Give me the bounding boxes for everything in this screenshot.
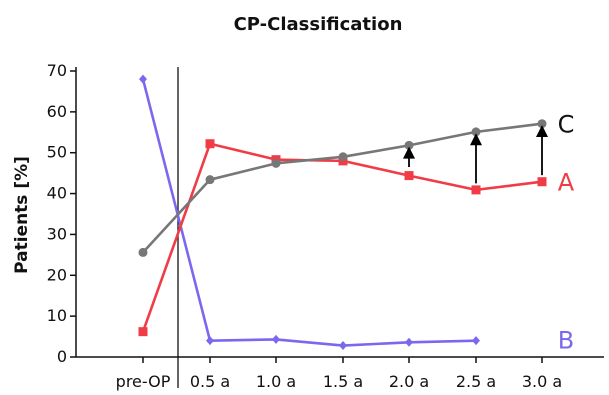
x-tick-label: 1.0 a xyxy=(256,372,296,391)
series-point-B xyxy=(206,336,214,346)
series-point-C xyxy=(537,119,547,129)
x-tick-label: 2.5 a xyxy=(456,372,496,391)
series-point-C xyxy=(205,175,215,185)
series-point-A xyxy=(205,139,215,149)
x-tick-label: 0.5 a xyxy=(190,372,230,391)
series-point-A xyxy=(537,177,547,187)
x-tick-label: 1.5 a xyxy=(323,372,363,391)
series-point-B xyxy=(339,341,347,351)
y-tick-label: 50 xyxy=(47,143,67,162)
series-line-A xyxy=(141,142,543,333)
series-line-B xyxy=(141,78,477,347)
series-point-C xyxy=(138,247,148,257)
series-point-A xyxy=(471,185,481,195)
y-tick-label: 0 xyxy=(57,347,67,366)
series-point-C xyxy=(338,152,348,162)
y-tick-label: 20 xyxy=(47,265,67,284)
y-axis-label: Patients [%] xyxy=(12,156,32,274)
y-tick-label: 70 xyxy=(47,61,67,80)
y-tick-label: 60 xyxy=(47,102,67,121)
series-label-A: A xyxy=(558,169,575,197)
series-label-B: B xyxy=(558,327,574,355)
series-point-C xyxy=(404,140,414,150)
x-tick-label: pre-OP xyxy=(116,372,171,391)
improvement-arrow-head xyxy=(470,133,482,146)
series-label-C: C xyxy=(558,111,575,139)
series-point-A xyxy=(404,171,414,181)
x-tick-label: 3.0 a xyxy=(522,372,562,391)
series-point-C xyxy=(271,158,281,168)
series-point-B xyxy=(472,336,480,346)
y-tick-label: 30 xyxy=(47,224,67,243)
series-point-B xyxy=(139,74,147,84)
axes: 0 10 20 30 40 50 60 70 pre-OP 0.5 a 1.0 a 1.5 a 2.0 … xyxy=(47,61,604,391)
plot-area: A B C xyxy=(138,74,575,355)
chart-title: CP-Classification xyxy=(234,14,403,35)
y-tick-label: 10 xyxy=(47,306,67,325)
y-tick-label: 40 xyxy=(47,184,67,203)
x-tick-label: 2.0 a xyxy=(389,372,429,391)
series-point-C xyxy=(471,127,481,137)
improvement-arrow-head xyxy=(403,146,415,159)
improvement-arrow-head xyxy=(536,125,548,138)
series-point-B xyxy=(405,337,413,347)
series-point-A xyxy=(138,327,148,337)
series-point-B xyxy=(272,334,280,344)
